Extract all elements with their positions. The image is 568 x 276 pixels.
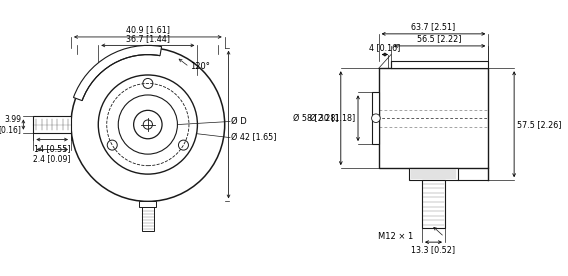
Text: Ø D: Ø D: [231, 117, 247, 126]
Bar: [391, 61, 488, 68]
Bar: [379, 68, 488, 168]
Bar: [142, 201, 154, 231]
Wedge shape: [73, 45, 161, 101]
Text: M12 × 1: M12 × 1: [378, 232, 414, 242]
Text: 40.9 [1.61]: 40.9 [1.61]: [126, 25, 170, 34]
Text: 120°: 120°: [190, 62, 210, 71]
Bar: [422, 180, 445, 228]
Bar: [139, 201, 156, 207]
Text: 57.5 [2.26]: 57.5 [2.26]: [517, 120, 561, 129]
Bar: [34, 116, 71, 133]
Text: 63.7 [2.51]: 63.7 [2.51]: [411, 22, 456, 31]
Text: Ø 42 [1.65]: Ø 42 [1.65]: [231, 133, 277, 142]
Text: Ø 30 [1.18]: Ø 30 [1.18]: [310, 114, 356, 123]
Text: 3.99
[0.16]: 3.99 [0.16]: [0, 115, 21, 134]
Bar: [410, 168, 458, 180]
Text: 36.7 [1.44]: 36.7 [1.44]: [126, 34, 170, 43]
Text: 13.3 [0.52]: 13.3 [0.52]: [411, 245, 456, 254]
Text: 2.4 [0.09]: 2.4 [0.09]: [34, 154, 71, 163]
Text: 4 [0.16]: 4 [0.16]: [369, 43, 400, 52]
Text: 56.5 [2.22]: 56.5 [2.22]: [417, 34, 462, 43]
Circle shape: [371, 114, 380, 123]
Bar: [372, 92, 379, 144]
Text: Ø 58 [2.28]: Ø 58 [2.28]: [293, 114, 338, 123]
Text: 14 [0.55]: 14 [0.55]: [34, 144, 70, 153]
